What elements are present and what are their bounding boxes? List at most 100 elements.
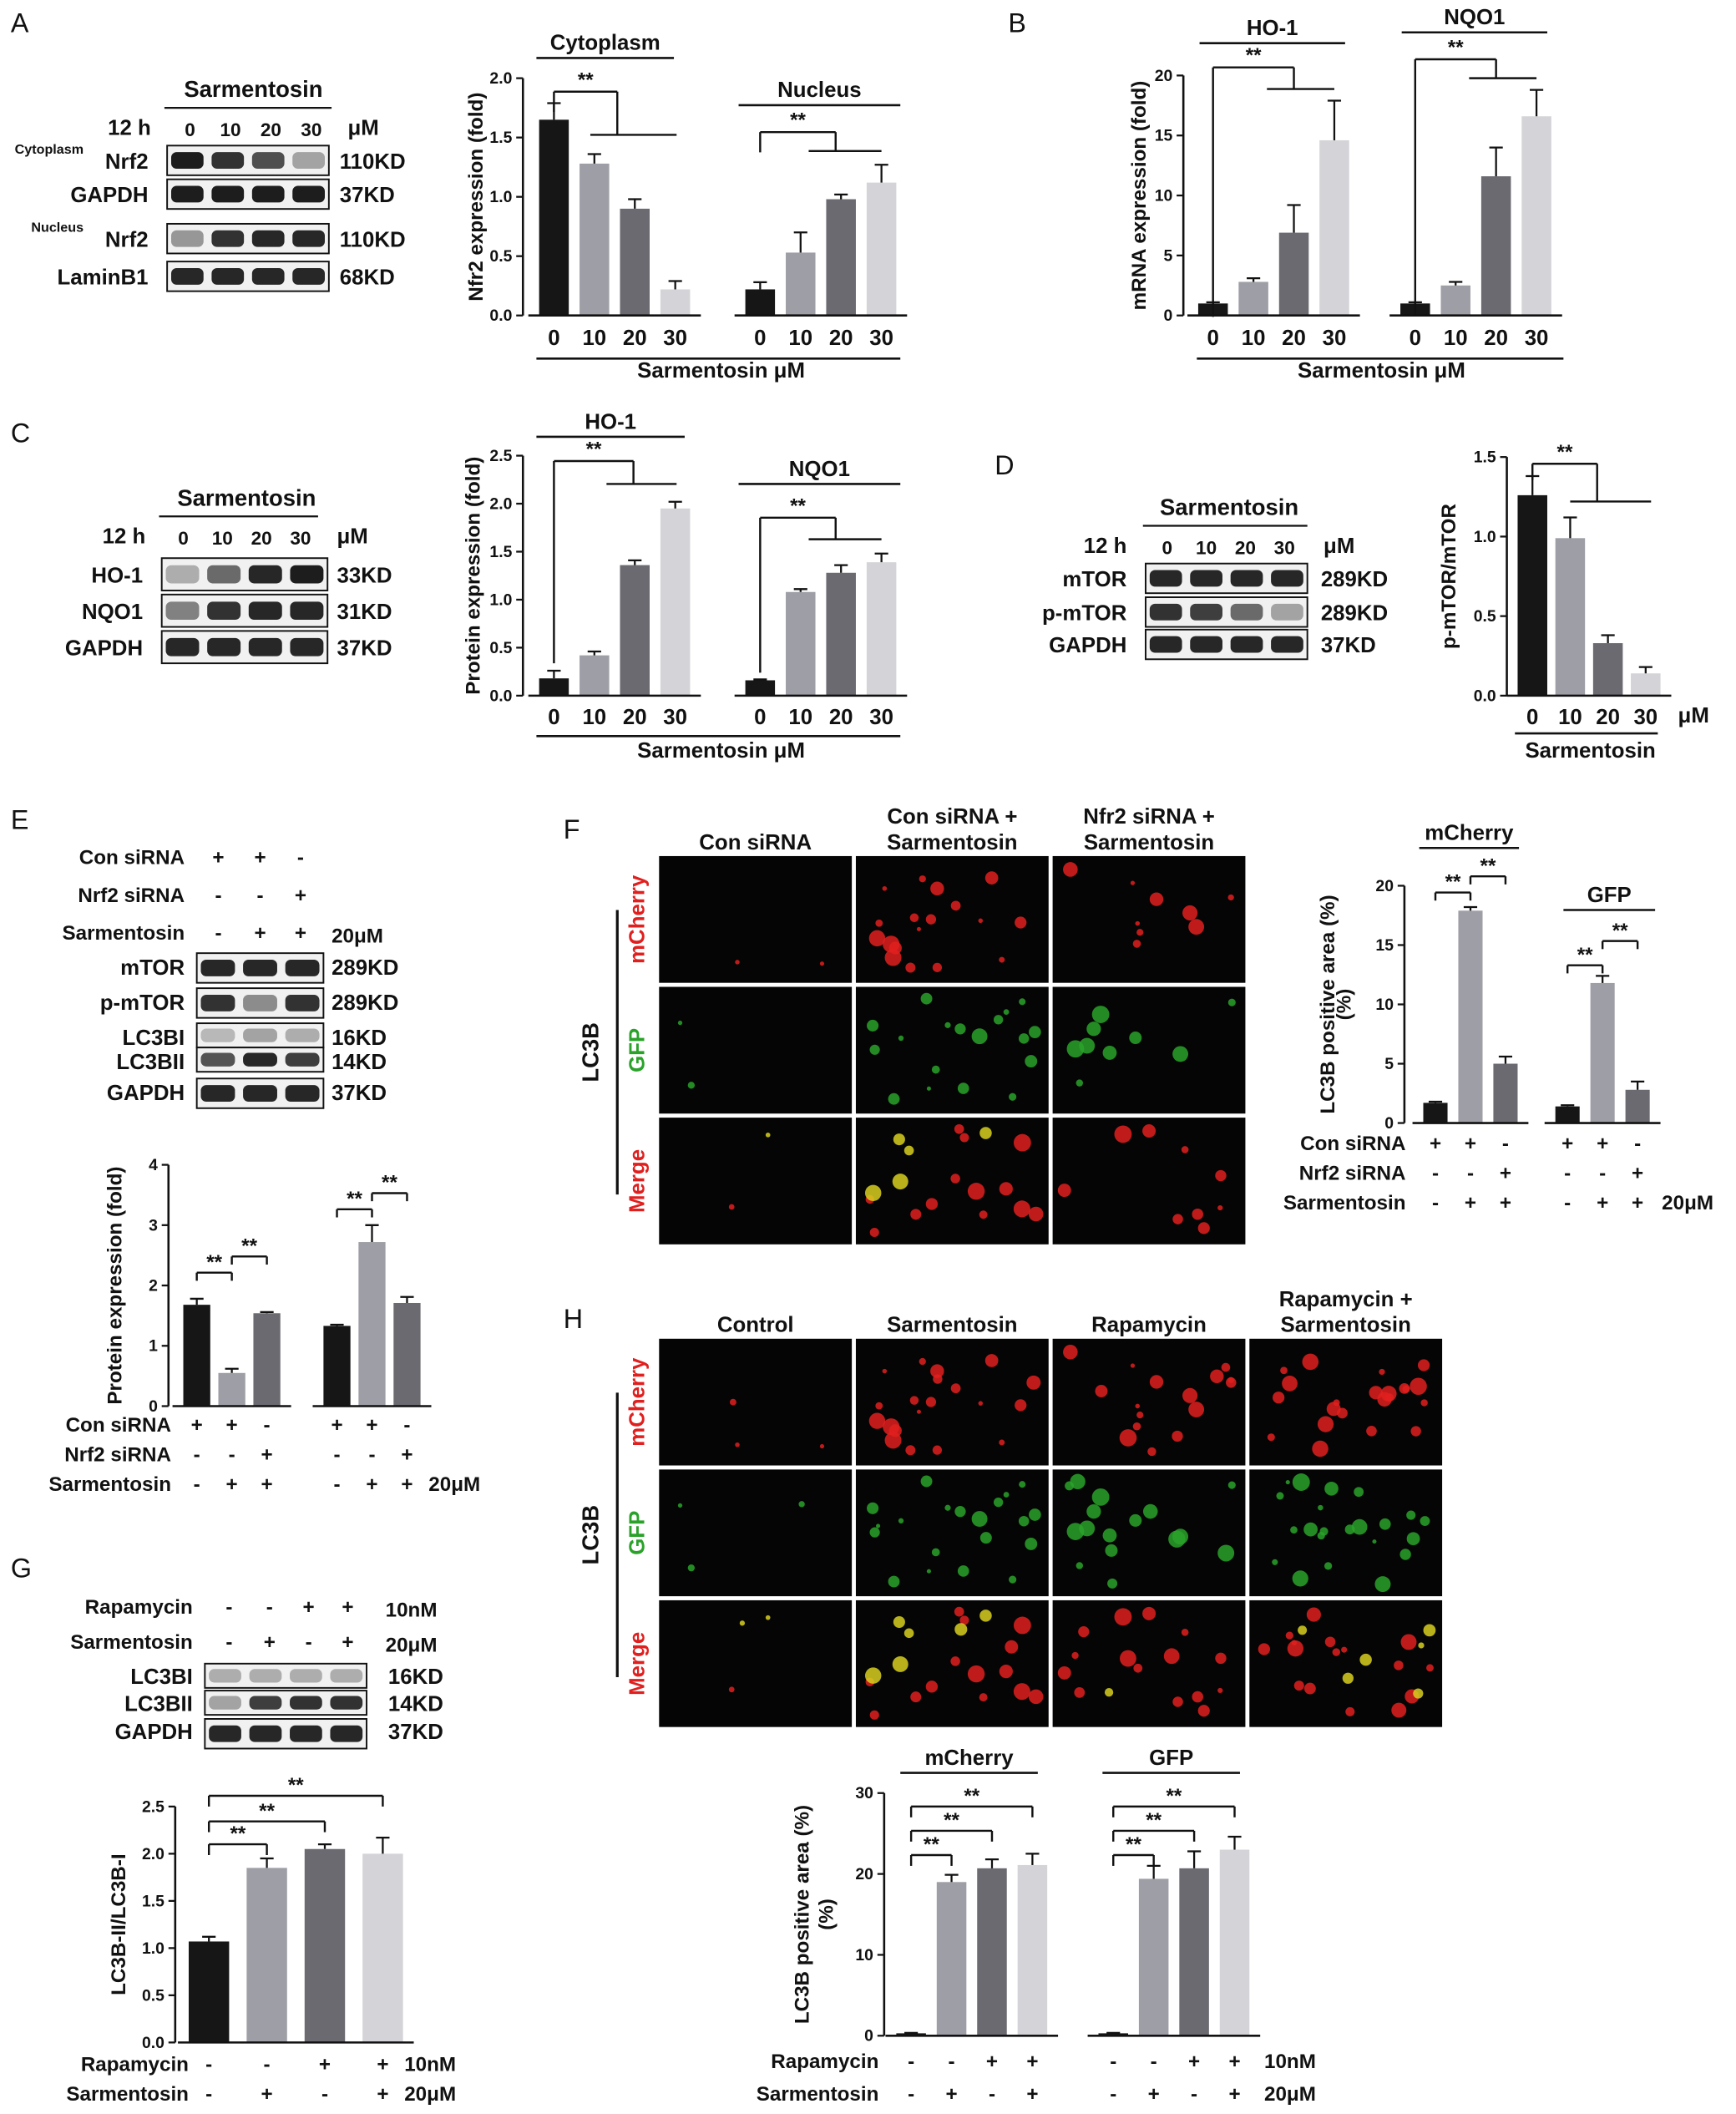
fluorescent-puncta — [1135, 920, 1141, 926]
fluorescent-puncta — [1013, 1133, 1031, 1152]
condition-sign: - — [1502, 1133, 1509, 1155]
micrograph-column-title: Con siRNA + — [887, 805, 1017, 829]
blot-band — [1271, 570, 1303, 587]
micrograph-cell — [659, 855, 853, 983]
fluorescent-puncta — [1380, 1386, 1397, 1402]
fluorescent-puncta — [1129, 1513, 1142, 1527]
fluorescent-puncta — [1210, 1369, 1224, 1384]
fluorescent-puncta — [1057, 1665, 1071, 1680]
fluorescent-puncta — [883, 1418, 900, 1436]
fluorescent-puncta — [1102, 1046, 1117, 1060]
fluorescent-puncta — [1324, 1481, 1339, 1496]
fluorescent-puncta — [1344, 1524, 1355, 1535]
blot-D: Sarmentosin 12 h 0 10 20 30 μM mTOR 289KD p-mTOR 2… — [1042, 494, 1388, 661]
condition-unit: 10nM — [1264, 2051, 1316, 2073]
lane-label: 10 — [212, 528, 233, 549]
fluorescent-puncta — [1019, 1481, 1026, 1488]
fluorescent-puncta — [735, 960, 740, 965]
micrograph-column-title: Sarmentosin — [1280, 1314, 1410, 1337]
fluorescent-puncta — [1172, 1430, 1183, 1442]
fluorescent-puncta — [1181, 1628, 1189, 1636]
fluorescent-puncta — [931, 1065, 940, 1074]
condition-sign: - — [989, 2083, 995, 2106]
fluorescent-puncta — [864, 1667, 882, 1684]
condition-label: Sarmentosin — [757, 2083, 879, 2106]
condition-sign: + — [1228, 2051, 1240, 2073]
condition-sign: + — [226, 1473, 238, 1496]
condition-sign: + — [1597, 1133, 1608, 1155]
fluorescent-puncta — [1215, 1652, 1227, 1665]
x-tick-label: 20 — [829, 706, 853, 729]
condition-sign: + — [342, 1631, 353, 1654]
y-axis-unit: (%) — [816, 1899, 838, 1930]
condition-label: Rapamycin — [85, 1596, 193, 1619]
fluorescent-puncta — [1317, 1416, 1334, 1432]
blot-band — [207, 637, 241, 657]
blot-row-label: LC3BI — [123, 1027, 185, 1050]
condition-sign: + — [1148, 2083, 1160, 2106]
x-tick-label: 20 — [829, 327, 853, 350]
fluorescent-puncta — [1172, 1696, 1183, 1707]
y-tick-label: 1.5 — [142, 1892, 164, 1910]
x-tick-label: 0 — [754, 327, 766, 350]
blot-row-label: LC3BI — [130, 1665, 193, 1689]
y-tick-label: 2.5 — [489, 447, 512, 465]
blot-time: 12 h — [103, 525, 146, 548]
sig-star: ** — [1612, 920, 1628, 942]
x-tick-label: 30 — [1323, 327, 1347, 350]
fluorescent-puncta — [1142, 1503, 1158, 1519]
fluorescent-puncta — [1406, 1532, 1420, 1546]
x-tick-label: 30 — [869, 327, 893, 350]
fluorescent-puncta — [1400, 1634, 1417, 1650]
condition-sign: - — [306, 1631, 312, 1654]
condition-sign: + — [366, 1414, 377, 1437]
fluorescent-puncta — [930, 881, 944, 895]
chart-H: 0 10 20 30 LC3B positive area (%) Rapamycin - -… — [757, 1746, 1316, 2106]
fluorescent-puncta — [739, 1620, 746, 1626]
bar — [580, 163, 610, 316]
blot-kd: 37KD — [1321, 634, 1376, 657]
condition-unit: 20μM — [386, 1634, 438, 1656]
fluorescent-puncta — [1028, 1689, 1044, 1705]
bar — [1493, 1063, 1518, 1123]
fluorescent-puncta — [1129, 1032, 1142, 1045]
micrograph-row-label: mCherry — [626, 1357, 650, 1447]
blot-band — [200, 1085, 235, 1102]
micrograph-cell — [659, 1118, 853, 1245]
fluorescent-puncta — [1104, 1688, 1114, 1697]
fluorescent-puncta — [1009, 1092, 1017, 1101]
fluorescent-puncta — [1391, 1702, 1407, 1718]
blot-kd: 14KD — [388, 1692, 443, 1716]
blot-band — [165, 565, 200, 584]
x-tick-label: 20 — [1484, 327, 1508, 350]
fluorescent-puncta — [984, 871, 999, 885]
y-tick-label: 2.0 — [489, 69, 512, 88]
y-tick-label: 10 — [1155, 187, 1173, 205]
blot-band — [1230, 636, 1263, 653]
fluorescent-puncta — [1188, 1402, 1205, 1417]
bar — [1278, 232, 1309, 316]
micrograph-row-label: mCherry — [626, 874, 650, 964]
bar — [1238, 281, 1268, 316]
bar — [1219, 1849, 1250, 2036]
x-tick-label: 0 — [754, 706, 766, 729]
fluorescent-puncta — [919, 1357, 926, 1366]
sig-star: ** — [578, 68, 594, 91]
blot-title: Sarmentosin — [1160, 494, 1298, 520]
blot-band — [292, 230, 325, 247]
micrograph-column-title: Rapamycin + — [1279, 1288, 1413, 1311]
sig-star: ** — [259, 1800, 275, 1823]
condition-sign: + — [226, 1414, 238, 1437]
fluorescent-puncta — [1303, 1522, 1318, 1537]
sig-star: ** — [288, 1774, 304, 1797]
fluorescent-puncta — [1324, 1562, 1333, 1570]
fluorescent-puncta — [1132, 940, 1141, 948]
fluorescent-puncta — [687, 1564, 696, 1572]
fluorescent-puncta — [729, 1398, 736, 1406]
group-title: NQO1 — [789, 458, 850, 481]
condition-label: Con siRNA — [66, 1414, 171, 1437]
fluorescent-puncta — [1326, 1402, 1341, 1417]
lane-label: 20 — [261, 119, 281, 140]
